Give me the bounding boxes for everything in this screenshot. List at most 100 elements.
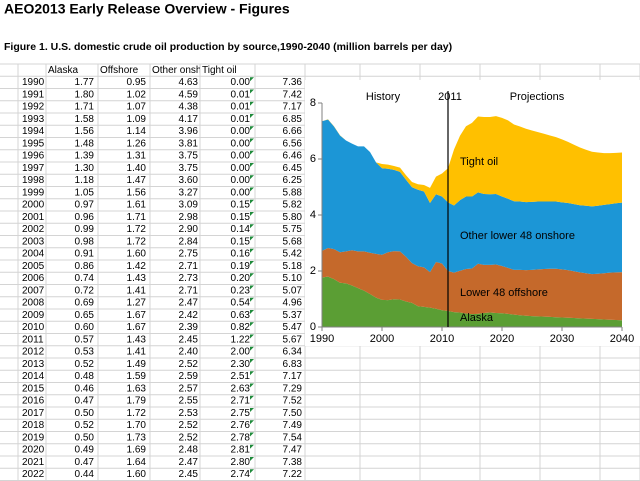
cell: 0.46: [75, 383, 95, 394]
cell: 0.91: [75, 249, 95, 260]
cell: 3.27: [179, 187, 199, 198]
cell-flag: [250, 444, 254, 449]
cell: 0.47: [75, 396, 95, 407]
cell: 1.80: [75, 89, 95, 100]
cell: 2.42: [179, 310, 199, 321]
cell-flag: [250, 334, 254, 339]
annotation: History: [366, 91, 401, 103]
cell-flag: [250, 199, 254, 204]
cell-flag: [250, 469, 254, 474]
cell-flag: [250, 457, 254, 461]
cell: 7.49: [283, 420, 303, 431]
year-cell: 2020: [22, 445, 45, 456]
cell: 2.48: [179, 445, 199, 456]
cell-flag: [250, 285, 254, 290]
year-cell: 2009: [22, 310, 45, 321]
cell: 1.27: [127, 298, 147, 309]
cell: 4.96: [283, 298, 303, 309]
cell-flag: [250, 126, 254, 131]
year-cell: 1991: [22, 89, 45, 100]
cell: 7.52: [283, 396, 303, 407]
cell: 1.09: [127, 114, 147, 125]
year-cell: 2001: [22, 212, 45, 223]
cell: 0.23: [231, 285, 251, 296]
year-cell: 1993: [22, 114, 45, 125]
cell-flag: [250, 138, 254, 143]
cell: 0.00: [231, 138, 251, 149]
cell: 0.50: [75, 432, 95, 443]
cell: 0.54: [231, 298, 251, 309]
cell: 5.10: [283, 273, 303, 284]
series-label: Tight oil: [460, 156, 498, 168]
cell: 2.00: [231, 347, 251, 358]
year-cell: 2005: [22, 261, 45, 272]
year-cell: 1997: [22, 163, 45, 174]
cell: 0.15: [231, 212, 251, 223]
cell: 0.44: [75, 469, 95, 480]
year-cell: 2010: [22, 322, 45, 333]
cell: 1.72: [127, 408, 147, 419]
x-tick-label: 2010: [430, 333, 454, 345]
cell: 0.15: [231, 200, 251, 211]
year-cell: 2013: [22, 359, 45, 370]
cell: 1.47: [127, 175, 147, 186]
y-tick-label: 6: [310, 153, 316, 165]
year-cell: 2006: [22, 273, 45, 284]
cell: 0.00: [231, 163, 251, 174]
cell: 0.19: [231, 261, 251, 272]
cell: 2.52: [179, 359, 199, 370]
cell: 1.49: [127, 359, 147, 370]
cell: 0.57: [75, 334, 95, 345]
year-cell: 1994: [22, 126, 45, 137]
cell: 1.41: [127, 347, 147, 358]
cell-flag: [250, 383, 254, 388]
cell-flag: [250, 395, 254, 400]
cell: 2.75: [179, 249, 199, 260]
cell: 7.54: [283, 432, 303, 443]
cell: 1.43: [127, 273, 147, 284]
cell: 0.98: [75, 236, 95, 247]
cell-flag: [250, 101, 254, 106]
cell-flag: [250, 420, 254, 425]
cell: 0.01: [231, 89, 251, 100]
cell: 0.63: [231, 310, 251, 321]
year-cell: 1990: [22, 77, 45, 88]
cell: 1.40: [127, 163, 147, 174]
cell: 1.64: [127, 457, 147, 468]
cell: 2.30: [231, 359, 251, 370]
year-cell: 2012: [22, 347, 45, 358]
column-header: Alaska: [48, 65, 78, 76]
cell: 2.71: [179, 261, 199, 272]
cell: 0.99: [75, 224, 95, 235]
cell: 5.47: [283, 322, 303, 333]
year-cell: 2022: [22, 469, 45, 480]
area: [322, 119, 622, 275]
cell: 0.00: [231, 126, 251, 137]
year-cell: 2021: [22, 457, 45, 468]
cell-flag: [250, 77, 254, 82]
cell: 1.67: [127, 310, 147, 321]
cell: 6.66: [283, 126, 303, 137]
year-cell: 2019: [22, 432, 45, 443]
figure-caption: Figure 1. U.S. domestic crude oil produc…: [4, 41, 452, 53]
cell: 0.00: [231, 151, 251, 162]
year-cell: 2000: [22, 200, 45, 211]
cell: 0.20: [231, 273, 251, 284]
cell: 1.72: [127, 224, 147, 235]
cell-flag: [250, 408, 254, 412]
cell: 5.42: [283, 249, 303, 260]
year-cell: 2004: [22, 249, 45, 260]
cell: 2.76: [231, 420, 251, 431]
cell: 1.22: [231, 334, 251, 345]
cell: 3.75: [179, 151, 199, 162]
y-tick-label: 0: [310, 321, 316, 333]
chart: 0 2 4 6 8 1990 2000 2010 2020 2030 2040 History 2011…: [305, 80, 640, 346]
cell-flag: [250, 89, 254, 94]
cell: 7.36: [283, 77, 303, 88]
cell: 1.71: [75, 102, 95, 113]
cell: 2.90: [179, 224, 199, 235]
cell: 5.68: [283, 236, 303, 247]
cell: 2.80: [231, 457, 251, 468]
cell: 0.15: [231, 236, 251, 247]
cell: 2.47: [179, 457, 199, 468]
